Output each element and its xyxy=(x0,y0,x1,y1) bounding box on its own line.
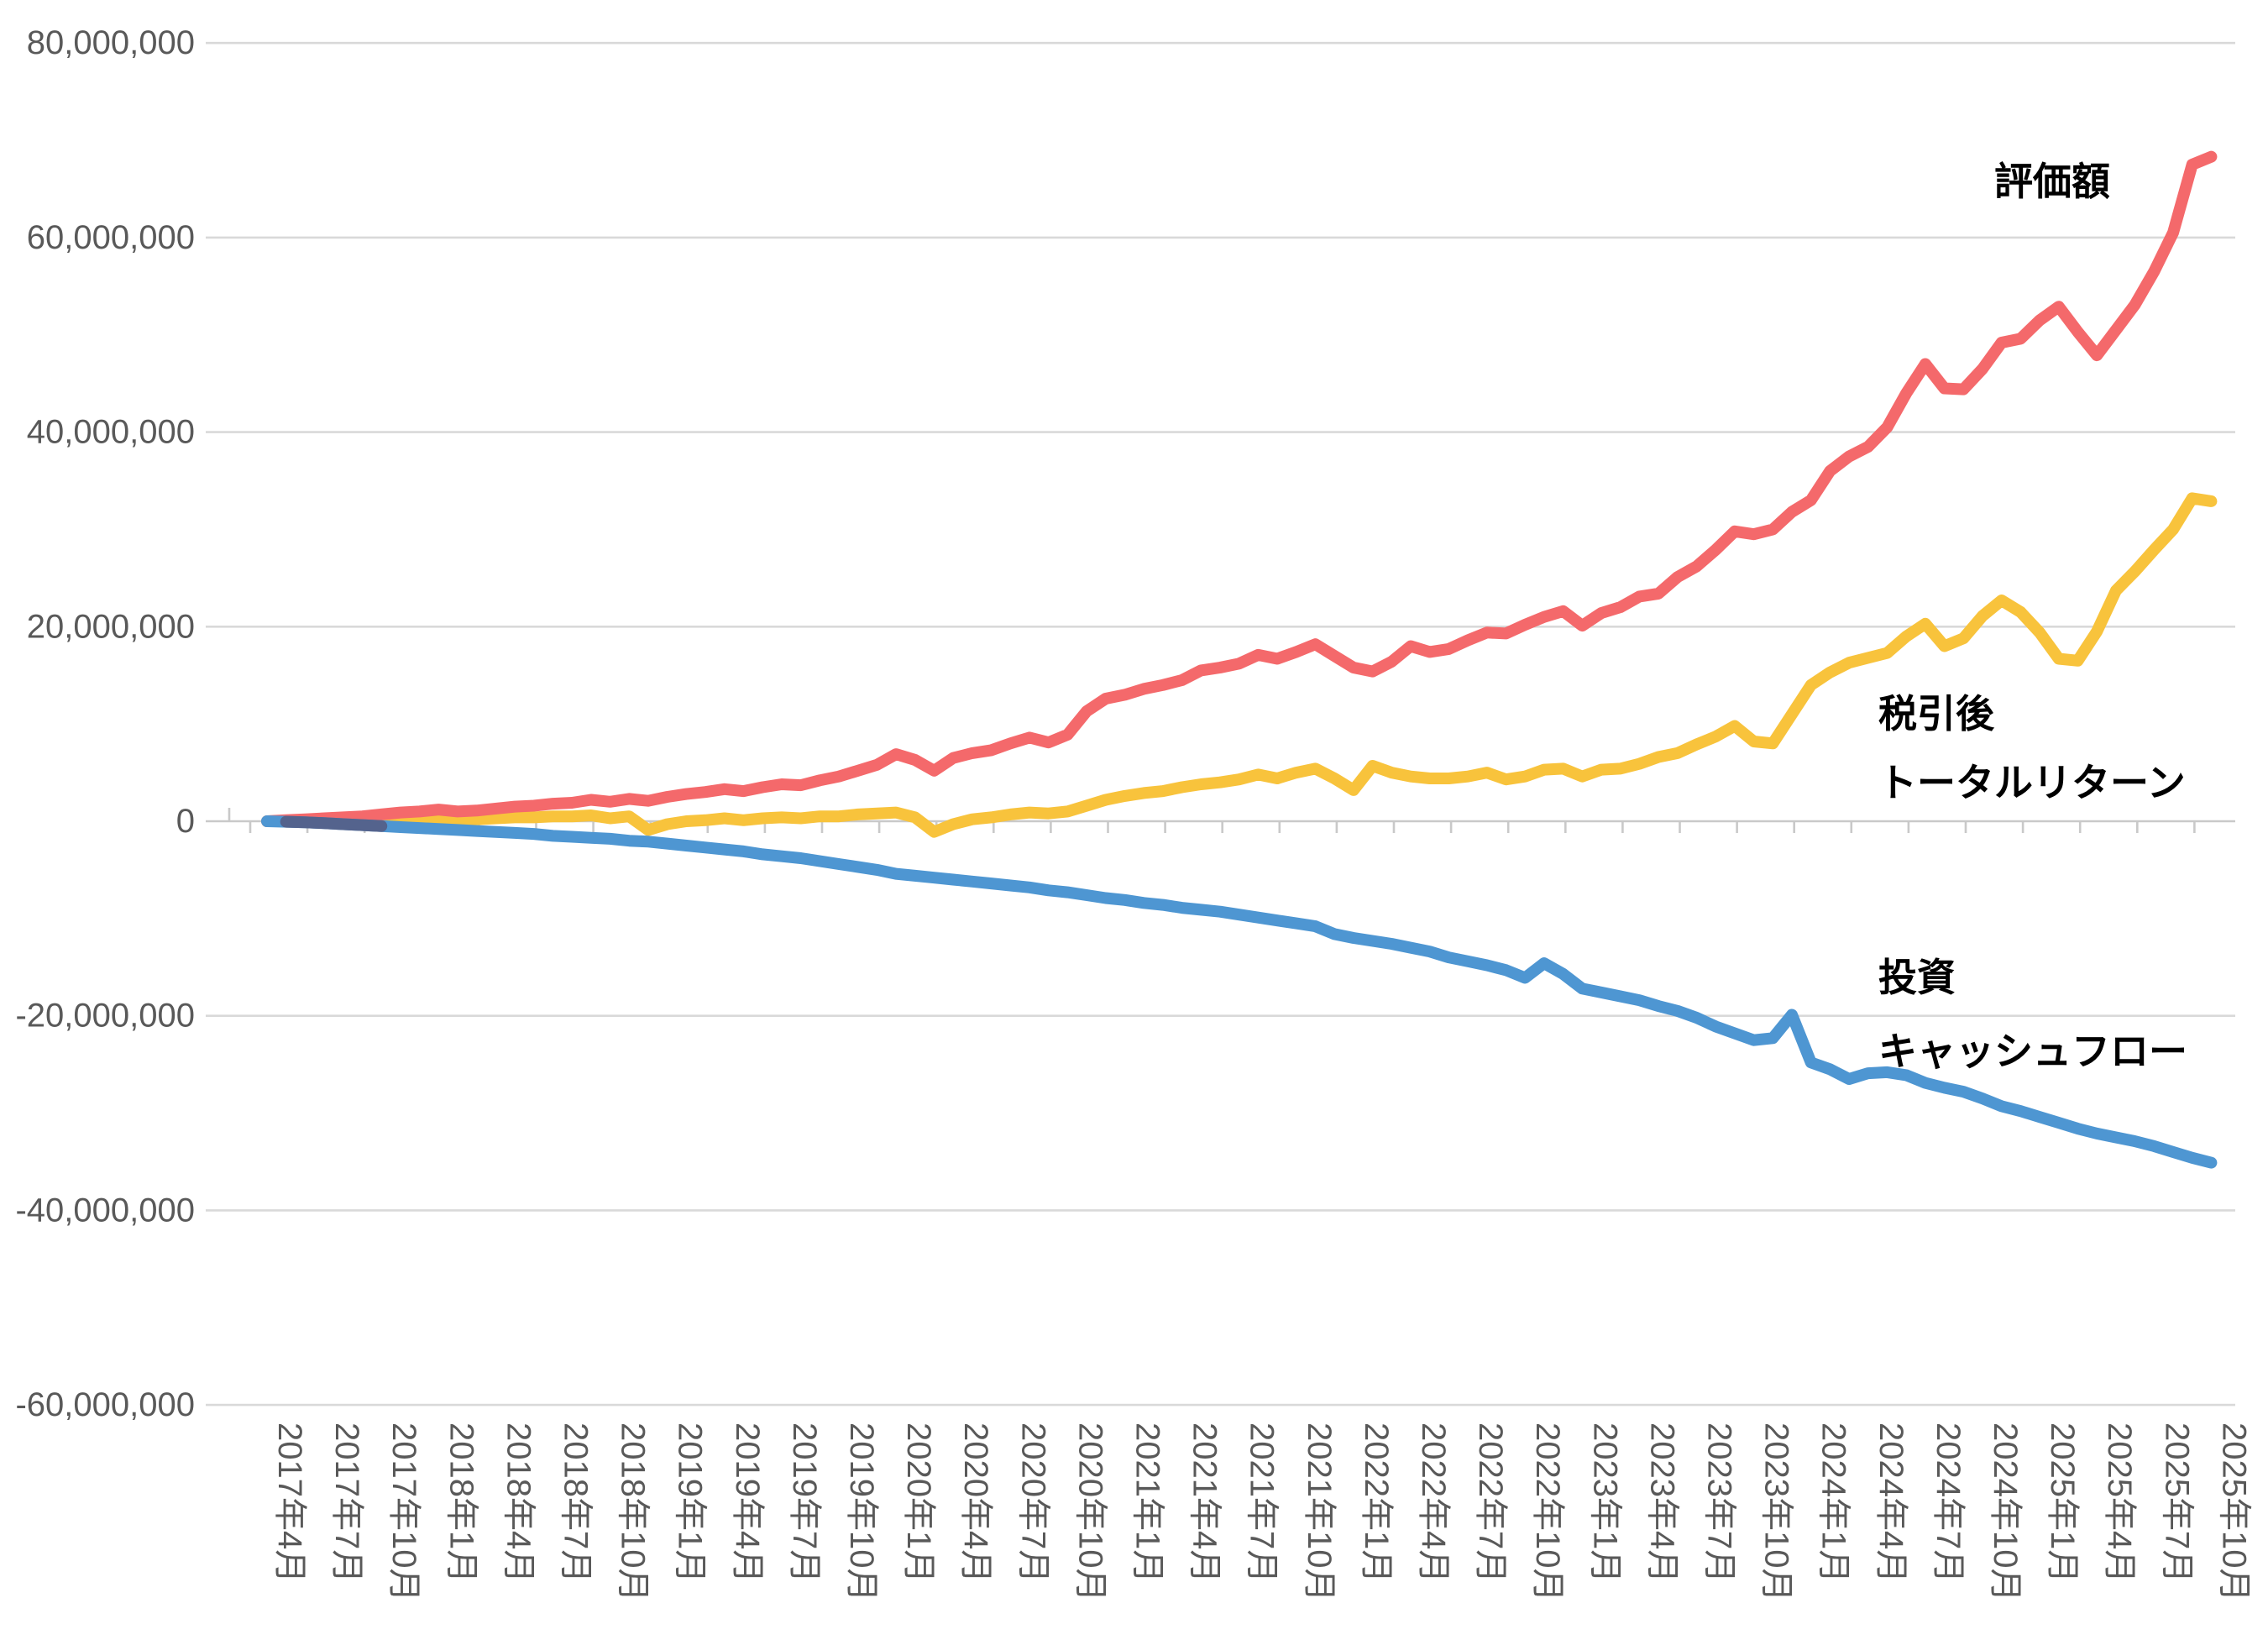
y-axis-label: -40,000,000 xyxy=(15,1192,195,1229)
gridlines xyxy=(206,41,2235,1407)
x-axis-label: 2019年7月 xyxy=(786,1422,823,1583)
valuation-line xyxy=(261,150,2218,827)
after-tax-total-return-series-label: 税引後 xyxy=(1878,692,1995,736)
x-axis-label: 2025年7月 xyxy=(2158,1422,2195,1583)
x-axis-label: 2023年10月 xyxy=(1758,1422,1795,1601)
y-axis-label: 0 xyxy=(176,803,195,840)
x-axis-labels: 2017年4月 2017年7月 2017年10月 2018年1月 2018年4月 2018… xyxy=(271,1422,2252,1601)
x-axis-label: 2020年10月 xyxy=(1071,1422,1108,1601)
x-axis-label: 2017年7月 xyxy=(328,1422,365,1583)
x-axis-label: 2024年4月 xyxy=(1873,1422,1909,1583)
x-axis-label: 2021年7月 xyxy=(1244,1422,1281,1583)
x-axis-label: 2019年10月 xyxy=(843,1422,880,1601)
x-axis-label: 2019年4月 xyxy=(729,1422,766,1583)
investment-cashflow-series-label: キャッシュフロー xyxy=(1878,1029,2187,1073)
x-axis-label: 2017年4月 xyxy=(271,1422,308,1583)
x-axis-label: 2018年10月 xyxy=(615,1422,652,1601)
x-axis-label: 2025年10月 xyxy=(2215,1422,2252,1601)
valuation-series-label: 評価額 xyxy=(1994,160,2110,203)
x-axis-label: 2021年1月 xyxy=(1129,1422,1166,1583)
y-axis-label: 20,000,000 xyxy=(27,608,195,645)
x-axis-label: 2020年1月 xyxy=(900,1422,937,1583)
x-axis-label: 2018年7月 xyxy=(558,1422,594,1583)
y-axis-label: -20,000,000 xyxy=(15,998,195,1035)
x-axis-label: 2018年4月 xyxy=(500,1422,537,1583)
x-axis-label: 2017年10月 xyxy=(385,1422,422,1601)
y-axis-label: 40,000,000 xyxy=(27,414,195,451)
x-axis-label: 2022年1月 xyxy=(1358,1422,1395,1583)
x-axis-label: 2020年4月 xyxy=(957,1422,994,1583)
x-axis-label: 2024年10月 xyxy=(1987,1422,2024,1601)
x-axis-label: 2024年7月 xyxy=(1930,1422,1967,1583)
overlapping-series-start-segment xyxy=(280,815,388,832)
y-axis-label: 60,000,000 xyxy=(27,219,195,256)
x-axis-label: 2022年4月 xyxy=(1415,1422,1452,1583)
investment-cashflow-line xyxy=(261,815,2218,1169)
after-tax-total-return-line xyxy=(261,492,2218,838)
x-axis-label: 2025年1月 xyxy=(2044,1422,2081,1583)
y-axis-labels: 80,000,000 60,000,000 40,000,000 20,000,000… xyxy=(15,24,195,1423)
x-axis-label: 2018年1月 xyxy=(443,1422,479,1583)
x-axis-label: 2020年7月 xyxy=(1014,1422,1051,1583)
x-axis-label: 2022年10月 xyxy=(1529,1422,1566,1601)
y-axis-label: -60,000,000 xyxy=(15,1386,195,1423)
y-axis-label: 80,000,000 xyxy=(27,24,195,61)
x-axis-label: 2025年4月 xyxy=(2101,1422,2138,1583)
x-axis-label: 2021年10月 xyxy=(1301,1422,1338,1601)
x-axis-label: 2023年1月 xyxy=(1586,1422,1623,1583)
x-axis-label: 2022年7月 xyxy=(1472,1422,1509,1583)
x-axis-label: 2024年1月 xyxy=(1815,1422,1852,1583)
x-axis-label: 2023年4月 xyxy=(1643,1422,1680,1583)
x-axis-label: 2023年7月 xyxy=(1701,1422,1738,1583)
x-axis-label: 2019年1月 xyxy=(672,1422,709,1583)
investment-cashflow-series-label: 投資 xyxy=(1878,956,1956,999)
after-tax-total-return-series-label: トータルリターン xyxy=(1878,761,2186,804)
x-axis-label: 2021年4月 xyxy=(1186,1422,1223,1583)
